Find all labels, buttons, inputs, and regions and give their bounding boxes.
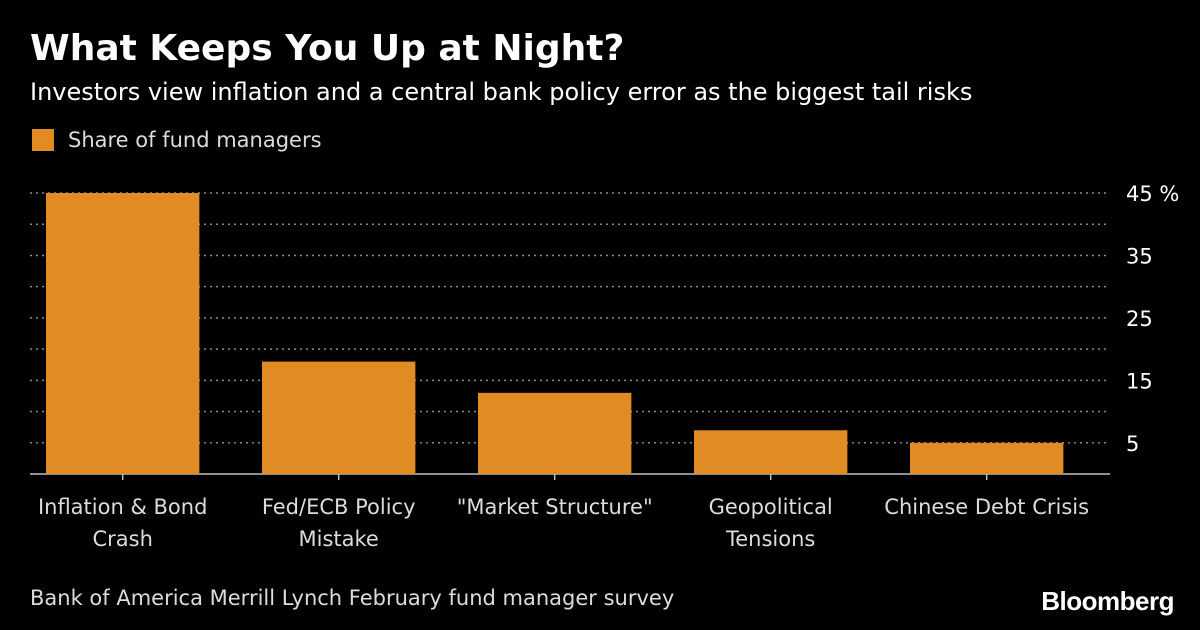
bar [910, 442, 1064, 474]
x-tick-label-line: Geopolitical [709, 495, 833, 519]
chart-title: What Keeps You Up at Night? [30, 28, 625, 69]
x-tick-label-line: "Market Structure" [457, 495, 653, 519]
y-tick-label: 35 [1126, 244, 1153, 268]
x-tick-label-line: Inflation & Bond [38, 495, 207, 519]
x-tick-label-line: Chinese Debt Crisis [884, 495, 1089, 519]
x-tick-label-line: Mistake [299, 527, 379, 551]
bar [46, 193, 200, 474]
bar [478, 392, 632, 474]
x-tick-label: Chinese Debt Crisis [884, 495, 1089, 519]
y-tick-label: 15 [1126, 369, 1153, 393]
x-tick-label: "Market Structure" [457, 495, 653, 519]
x-tick-label: Fed/ECB Policy Mistake [262, 495, 416, 551]
source-note: Bank of America Merrill Lynch February f… [30, 586, 675, 610]
x-tick-label-line: Crash [92, 527, 152, 551]
bar [694, 430, 848, 474]
legend-label: Share of fund managers [68, 128, 322, 152]
x-tick-label-line: Tensions [725, 527, 815, 551]
y-tick-label: 45 % [1126, 182, 1179, 206]
y-tick-label: 5 [1126, 432, 1139, 456]
bloomberg-logo: Bloomberg [1041, 586, 1174, 616]
x-tick-label-line: Fed/ECB Policy [262, 495, 416, 519]
bar [262, 361, 416, 474]
legend: Share of fund managers [32, 128, 322, 152]
x-tick-label: Geopolitical Tensions [709, 495, 833, 551]
legend-swatch [32, 129, 54, 151]
x-tick-label: Inflation & Bond Crash [38, 495, 207, 551]
y-tick-label: 25 [1126, 307, 1153, 331]
chart-subtitle: Investors view inflation and a central b… [30, 78, 973, 106]
